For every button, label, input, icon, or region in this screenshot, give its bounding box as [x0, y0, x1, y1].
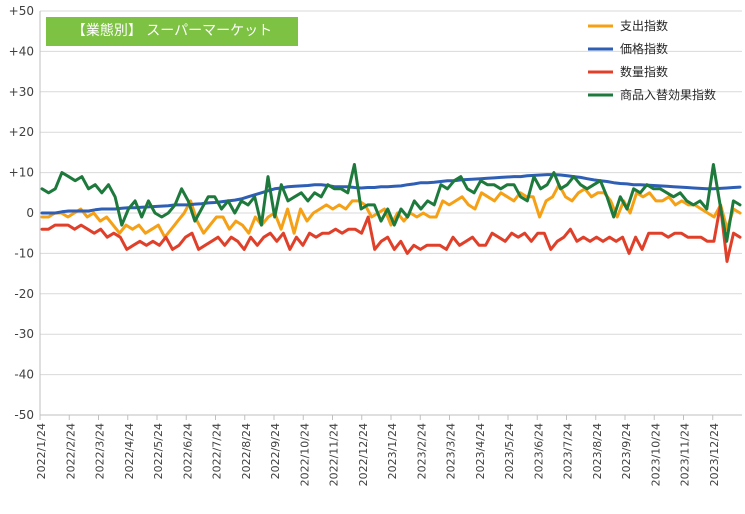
y-tick-label: +40 — [9, 44, 34, 58]
series-line-3 — [40, 163, 742, 243]
series-line-2 — [40, 203, 742, 263]
y-tick-label: -50 — [14, 408, 34, 422]
x-tick-label: 2022/8/24 — [240, 423, 253, 479]
x-tick-label: 2022/7/24 — [211, 423, 224, 479]
x-tick-label: 2023/10/24 — [649, 423, 662, 486]
x-tick-label: 2022/11/24 — [328, 423, 341, 486]
x-tick-label: 2023/2/24 — [415, 423, 428, 479]
x-tick-label: 2023/7/24 — [562, 423, 575, 479]
y-tick-label: -20 — [14, 287, 34, 301]
x-tick-label: 2022/4/24 — [123, 423, 136, 479]
x-tick-label: 2022/5/24 — [152, 423, 165, 479]
x-tick-label: 2022/9/24 — [269, 423, 282, 479]
legend-label: 支出指数 — [620, 18, 668, 33]
x-tick-label: 2023/9/24 — [620, 423, 633, 479]
x-tick-label: 2022/2/24 — [64, 423, 77, 479]
y-tick-label: +30 — [9, 85, 34, 99]
x-tick-label: 2022/6/24 — [181, 423, 194, 479]
y-tick-label: +50 — [9, 4, 34, 18]
x-tick-label: 2023/8/24 — [591, 423, 604, 479]
x-tick-label: 2023/12/24 — [708, 423, 721, 486]
x-tick-label: 2022/3/24 — [94, 423, 107, 479]
x-tick-label: 2023/5/24 — [503, 423, 516, 479]
x-tick-label: 2023/1/24 — [386, 423, 399, 479]
y-tick-label: -40 — [14, 368, 34, 382]
x-tick-label: 2022/1/24 — [35, 423, 48, 479]
x-tick-label: 2022/10/24 — [298, 423, 311, 486]
x-tick-label: 2023/11/24 — [679, 423, 692, 486]
x-tick-label: 2023/6/24 — [532, 423, 545, 479]
legend-label: 価格指数 — [620, 41, 668, 56]
legend-label: 数量指数 — [620, 64, 668, 79]
x-tick-label: 2022/12/24 — [357, 423, 370, 486]
series-lines — [40, 163, 742, 263]
y-tick-label: -30 — [14, 327, 34, 341]
y-tick-label: +10 — [9, 166, 34, 180]
series-line-1 — [40, 173, 742, 215]
y-tick-label: 0 — [26, 206, 34, 220]
series-line-0 — [40, 183, 742, 239]
chart-title: 【業態別】 スーパーマーケット — [71, 23, 273, 39]
legend-label: 商品入替効果指数 — [620, 87, 716, 102]
x-tick-label: 2023/3/24 — [445, 423, 458, 479]
axes: -50 -40 -30 -20 -10 0 +10 +20 +30 +40 +50 2022/1/24… — [9, 4, 742, 486]
y-tick-label: +20 — [9, 125, 34, 139]
y-tick-label: -10 — [14, 246, 34, 260]
chart-title-box: 【業態別】 スーパーマーケット — [46, 17, 298, 46]
x-tick-label: 2023/4/24 — [474, 423, 487, 479]
